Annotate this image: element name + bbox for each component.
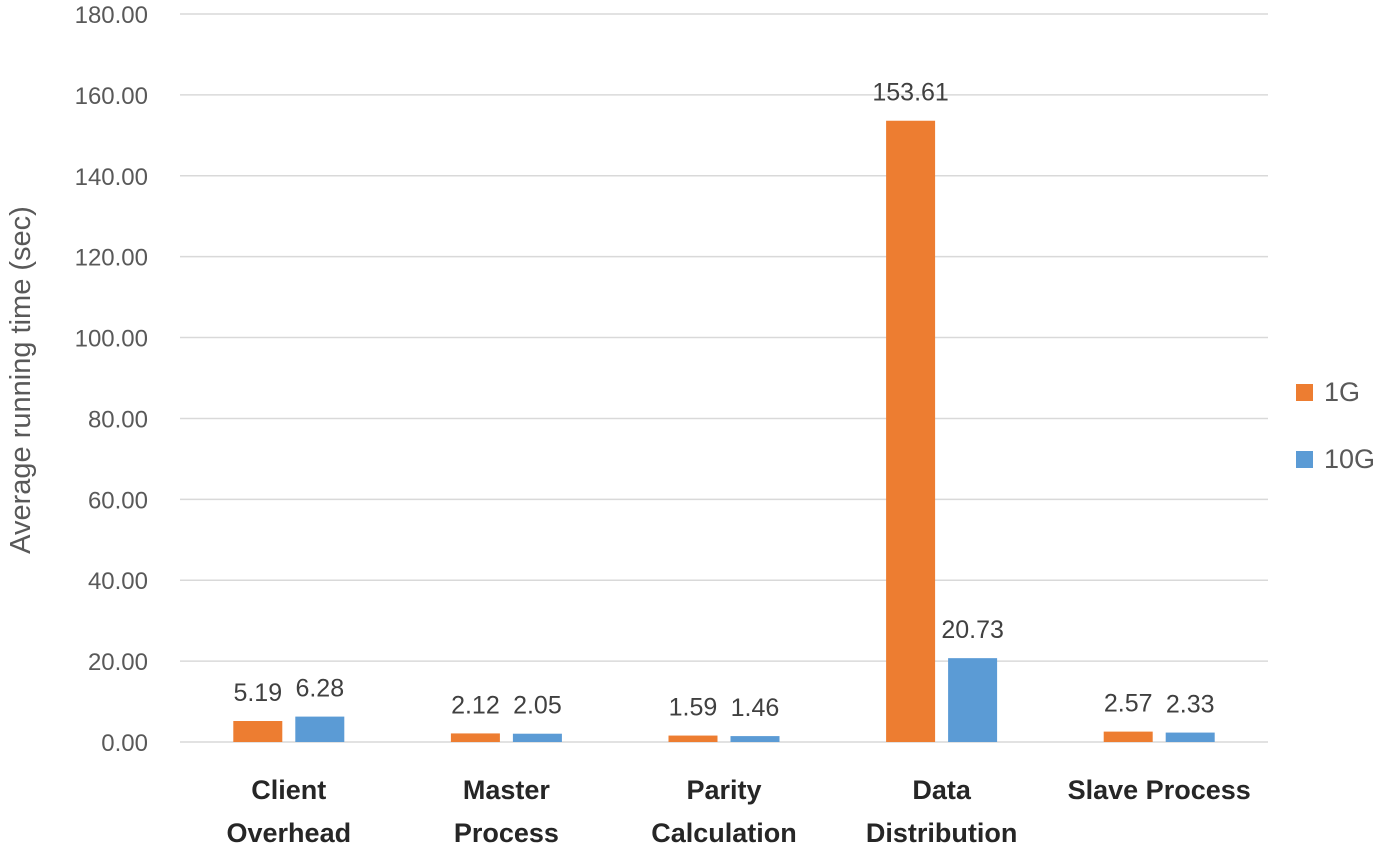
bar-1G-1 <box>450 733 500 742</box>
data-labels: 5.19 6.28 2.12 2.05 1.59 1.46 153.61 20.73 2.57 2… <box>233 79 1214 722</box>
category-label: Master <box>463 775 551 805</box>
y-axis-tick-labels: 0.00 20.00 40.00 60.00 80.00 100.00 120.00 140.… <box>75 2 148 757</box>
bar-1G-3 <box>886 120 936 742</box>
data-label: 6.28 <box>295 675 344 703</box>
data-label: 153.61 <box>872 79 948 107</box>
y-tick-label: 140.00 <box>75 164 148 191</box>
bar-1G-0 <box>233 721 283 742</box>
y-tick-label: 160.00 <box>75 83 148 110</box>
data-label: 1.46 <box>731 694 780 722</box>
bar-1G-2 <box>668 735 718 742</box>
category-label: Client <box>251 775 326 805</box>
category-label: Distribution <box>866 818 1017 845</box>
data-label: 2.57 <box>1104 690 1153 718</box>
legend: 1G 10G <box>1296 377 1375 474</box>
gridlines <box>180 13 1268 743</box>
legend-label: 1G <box>1324 377 1360 407</box>
data-label: 20.73 <box>941 616 1004 644</box>
data-label: 2.33 <box>1166 691 1215 719</box>
bar-10G-4 <box>1165 732 1215 742</box>
bars <box>233 120 1215 742</box>
y-tick-label: 120.00 <box>75 245 148 272</box>
y-tick-label: 60.00 <box>88 487 148 514</box>
data-label: 2.12 <box>451 691 500 719</box>
category-label: Calculation <box>651 818 797 845</box>
y-tick-label: 40.00 <box>88 568 148 595</box>
bar-10G-0 <box>295 716 345 742</box>
data-label: 2.05 <box>513 692 562 720</box>
data-label: 5.19 <box>233 679 282 707</box>
category-label: Parity <box>686 775 761 805</box>
category-label: Process <box>454 818 559 845</box>
bar-10G-1 <box>512 733 562 742</box>
category-label: Data <box>912 775 972 805</box>
category-label: Slave Process <box>1068 775 1251 805</box>
y-tick-label: 80.00 <box>88 406 148 433</box>
bar-1G-4 <box>1103 731 1153 742</box>
category-label: Overhead <box>227 818 352 845</box>
bar-10G-3 <box>948 658 998 742</box>
bar-10G-2 <box>730 736 780 742</box>
legend-swatch <box>1296 384 1313 401</box>
y-tick-label: 100.00 <box>75 326 148 353</box>
y-tick-label: 0.00 <box>101 730 148 757</box>
y-tick-label: 20.00 <box>88 649 148 676</box>
y-axis-title: Average running time (sec) <box>5 206 37 554</box>
data-label: 1.59 <box>669 694 718 722</box>
legend-swatch <box>1296 451 1313 468</box>
y-tick-label: 180.00 <box>75 2 148 29</box>
category-labels: Client Overhead Master Process Parity Calcula… <box>227 775 1251 845</box>
legend-label: 10G <box>1324 444 1375 474</box>
